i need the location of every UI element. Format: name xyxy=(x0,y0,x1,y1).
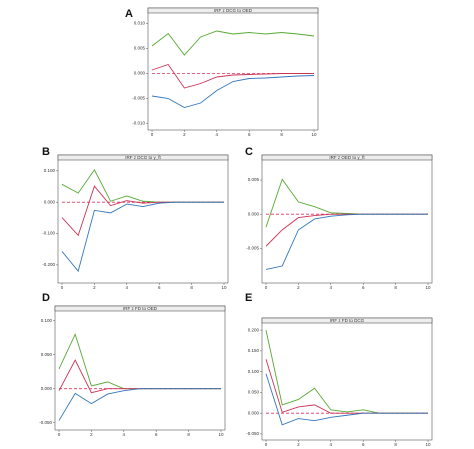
x-tick-label: 8 xyxy=(280,132,283,137)
x-tick-label: 4 xyxy=(216,132,219,137)
x-tick-label: 6 xyxy=(158,285,161,290)
y-tick-label: -0.005 xyxy=(132,96,145,101)
y-tick-label: -0.010 xyxy=(132,121,145,126)
plot-frame xyxy=(147,7,319,131)
irf-line xyxy=(61,201,224,273)
x-tick-label: 10 xyxy=(425,285,431,290)
y-tick-label: 0.000 xyxy=(248,211,260,216)
panel-title: IRF z FD to OED xyxy=(123,306,158,311)
irf-line xyxy=(265,359,428,414)
x-tick-label: 6 xyxy=(362,442,365,447)
y-tick-label: 0.100 xyxy=(248,369,260,374)
irf-line xyxy=(61,185,224,237)
y-tick-label: -0.050 xyxy=(39,420,52,425)
irf-line xyxy=(58,333,221,390)
plot-frame xyxy=(261,317,433,441)
panel-title: IRF z OED to y_ft xyxy=(329,155,365,160)
y-tick-label: 0.150 xyxy=(248,348,260,353)
x-tick-label: 4 xyxy=(330,285,333,290)
x-tick-label: 8 xyxy=(187,432,190,437)
y-tick-label: 0.005 xyxy=(134,46,146,51)
irf-line xyxy=(58,388,221,421)
irf-line xyxy=(265,373,428,426)
x-tick-label: 4 xyxy=(123,432,126,437)
x-tick-label: 6 xyxy=(248,132,251,137)
y-tick-label: 0.005 xyxy=(248,177,260,182)
x-tick-label: 0 xyxy=(61,285,64,290)
x-tick-label: 10 xyxy=(425,442,431,447)
plot-frame xyxy=(54,305,226,431)
y-tick-label: 0.200 xyxy=(248,327,260,332)
y-tick-label: 0.000 xyxy=(44,199,56,204)
x-tick-label: 6 xyxy=(155,432,158,437)
irf-line xyxy=(151,30,315,56)
title-bar xyxy=(261,317,433,324)
x-tick-label: 8 xyxy=(394,285,397,290)
panel-letter: A xyxy=(125,8,133,20)
panel-letter: E xyxy=(245,292,252,304)
y-tick-label: 0.000 xyxy=(248,410,260,415)
title-bar xyxy=(147,7,319,14)
x-tick-label: 2 xyxy=(93,285,96,290)
irf-line xyxy=(265,213,428,270)
x-tick-label: 0 xyxy=(58,432,61,437)
panel-letter: D xyxy=(42,292,50,304)
irf-line xyxy=(151,75,315,108)
x-tick-label: 8 xyxy=(394,442,397,447)
y-tick-label: 0.050 xyxy=(248,390,260,395)
x-tick-label: 2 xyxy=(90,432,93,437)
plot-frame xyxy=(261,154,433,284)
x-tick-label: 0 xyxy=(265,285,268,290)
y-tick-label: 0.100 xyxy=(44,168,56,173)
x-tick-label: 0 xyxy=(265,442,268,447)
irf-line xyxy=(265,330,428,414)
y-tick-label: 0.100 xyxy=(41,318,53,323)
y-tick-label: -0.100 xyxy=(42,231,55,236)
panel-letter: B xyxy=(42,146,50,158)
y-tick-label: 0.000 xyxy=(41,386,53,391)
irf-line xyxy=(265,213,428,247)
x-tick-label: 0 xyxy=(151,132,154,137)
x-tick-label: 2 xyxy=(183,132,186,137)
x-tick-label: 6 xyxy=(362,285,365,290)
y-tick-label: -0.050 xyxy=(246,431,259,436)
y-tick-label: 0.010 xyxy=(134,21,146,26)
y-tick-label: -0.200 xyxy=(42,262,55,267)
y-tick-label: 0.050 xyxy=(41,352,53,357)
y-tick-label: 0.000 xyxy=(134,71,146,76)
title-bar xyxy=(261,154,433,161)
panel-title: IRF z DCG to OED xyxy=(214,8,253,13)
x-tick-label: 4 xyxy=(330,442,333,447)
x-tick-label: 10 xyxy=(218,432,224,437)
panel-title: IRF z FD to DCG xyxy=(330,318,365,323)
y-tick-label: -0.005 xyxy=(246,245,259,250)
irf-line xyxy=(265,178,428,228)
panel-title: IRF z DCG to y_ft xyxy=(125,155,161,160)
irf-line xyxy=(61,169,224,203)
irf-line xyxy=(58,359,221,394)
x-tick-label: 4 xyxy=(126,285,129,290)
title-bar xyxy=(54,305,226,312)
title-bar xyxy=(57,154,229,161)
x-tick-label: 2 xyxy=(297,285,300,290)
panel-letter: C xyxy=(245,146,253,158)
x-tick-label: 10 xyxy=(311,132,317,137)
irf-line xyxy=(151,63,314,89)
x-tick-label: 10 xyxy=(221,285,227,290)
x-tick-label: 2 xyxy=(297,442,300,447)
x-tick-label: 8 xyxy=(190,285,193,290)
